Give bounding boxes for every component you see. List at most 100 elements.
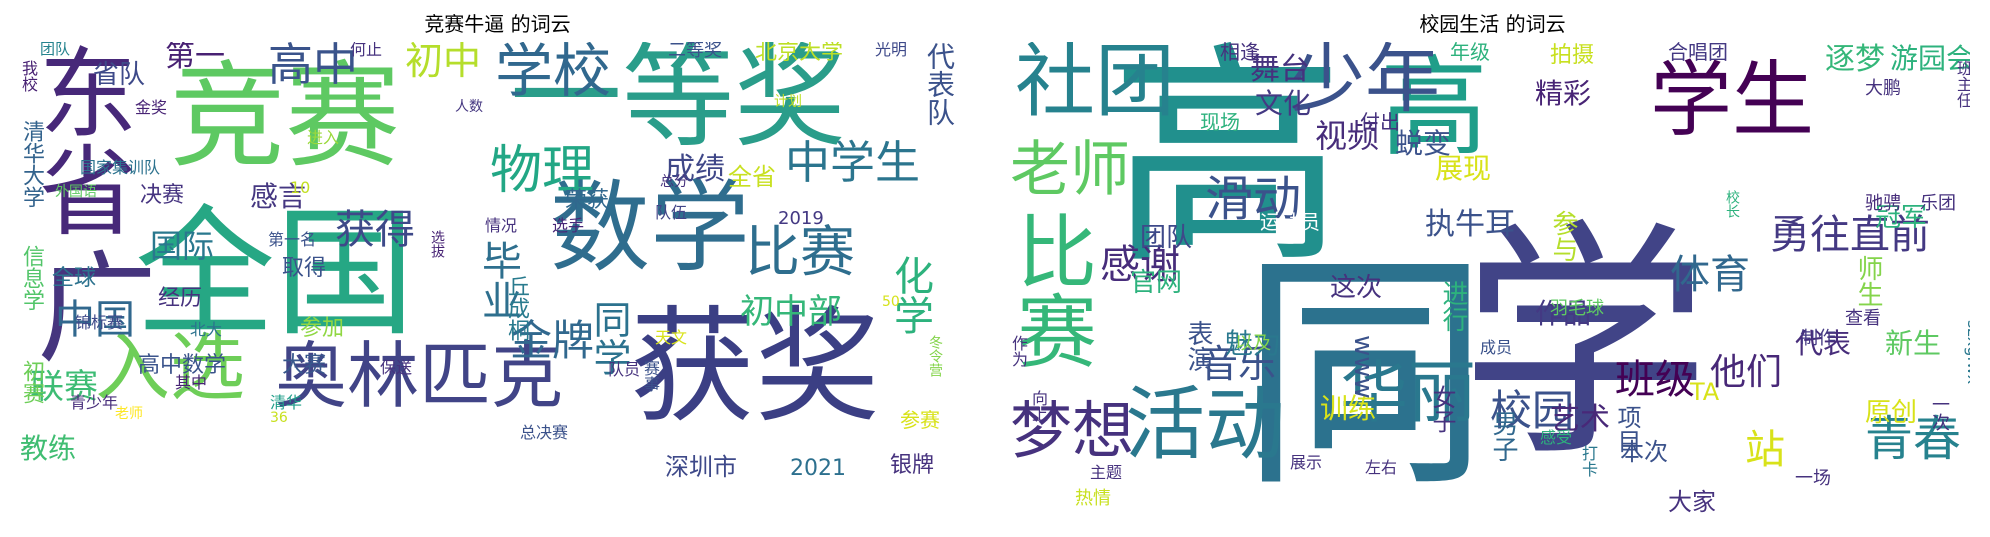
word-cloud-term: 班主任 (1954, 60, 1970, 108)
word-cloud-term: 物理 (490, 141, 595, 201)
word-cloud-term: 光明 (875, 42, 908, 59)
word-cloud-term: 作品 (1535, 297, 1592, 330)
word-cloud-term: 同 (1240, 229, 1490, 520)
word-cloud-term: 一等奖 (510, 42, 846, 163)
word-cloud-term: 女子 (1428, 385, 1456, 433)
word-cloud-term: 全球 (52, 266, 97, 291)
word-cloud-term: 人数 (455, 99, 483, 115)
word-cloud-term: 联赛 (30, 367, 98, 407)
word-cloud-term: 第一 (165, 42, 225, 74)
word-cloud-term: 老师 (115, 406, 143, 422)
word-cloud-term: 感受 (1540, 428, 1573, 447)
chart-title: 校园生活 的词云 (1419, 12, 1566, 36)
word-cloud-canvas: 高同学学生高社团 少年 比赛 活动 老师 梦想 华丽 滑动 青春 勇往直前站校园 班级 感谢 音乐 体育他… (1005, 42, 1970, 524)
word-cloud-term: 原创 (1865, 398, 1918, 428)
word-cloud-term: 成绩 (665, 152, 725, 187)
word-cloud-term: 参赛 (900, 408, 940, 432)
word-cloud-term: 艺术 (1550, 402, 1610, 437)
word-cloud-term: 高中 (268, 42, 359, 91)
word-cloud-term: 执牛耳 (1425, 207, 1515, 242)
word-cloud-term: 同学 (587, 300, 631, 376)
word-cloud-term: 代表队 (923, 42, 956, 126)
word-cloud-term: 我校 (20, 60, 38, 92)
word-cloud-term: 二等奖 (668, 42, 722, 61)
word-cloud-term: 比赛 (1005, 210, 1097, 370)
word-cloud-term: 何止 (350, 42, 383, 59)
word-cloud-term: 校园 (1490, 386, 1575, 435)
word-cloud-term: 打卡 (1579, 445, 1598, 477)
word-cloud-term: 梦想 (1010, 394, 1135, 467)
word-cloud-term: 感谢 (1100, 242, 1180, 288)
word-cloud-term: 乐团 (1920, 193, 1956, 214)
word-cloud-term: 其中 (175, 373, 208, 392)
word-cloud-term: 学生 (1650, 53, 1815, 148)
word-cloud-term: 大家 (1668, 488, 1716, 516)
word-cloud-term: 校长 (1724, 190, 1740, 218)
word-cloud-term: 选拔 (429, 230, 445, 258)
word-cloud-term: 36 (270, 410, 288, 426)
word-cloud-term: 项目 (1613, 405, 1641, 453)
word-cloud-term: 查看 (1845, 308, 1881, 329)
word-cloud-term: 队伍 (655, 203, 688, 222)
word-cloud-term: 勇往直前 (1770, 212, 1930, 258)
word-cloud-term: 毕业 (475, 240, 521, 320)
word-cloud-term: 训练 (1320, 392, 1377, 425)
word-cloud-term: 代表 (1795, 327, 1852, 360)
word-cloud-canvas: 竞赛 全国 一等奖 数学 获奖 东省广奥林匹克 入选 学校 比赛 物理 中学生 高中 初中 金牌 化学 初中部… (20, 42, 985, 524)
word-cloud-term: 取得 (282, 256, 327, 281)
word-cloud-term: 他们 (1710, 352, 1783, 393)
word-cloud-term: 相逢 (1220, 42, 1260, 64)
word-cloud-term: 班级 (1615, 357, 1695, 403)
word-cloud-term: 大赛 (282, 353, 327, 378)
word-cloud-term: 中国 (55, 297, 135, 343)
word-cloud-term: 官网 (1130, 268, 1183, 298)
word-cloud-term: 2019 (778, 208, 824, 229)
word-cloud-term: 奥林匹克 (275, 334, 564, 418)
word-cloud-term: 社团 (1015, 42, 1175, 128)
word-cloud-term: 华丽 (1340, 354, 1477, 433)
word-cloud-term: 大鹏 (1865, 78, 1901, 99)
word-cloud-term: 东省 (22, 42, 136, 238)
word-cloud-term: 外国语 (55, 184, 97, 200)
word-cloud-term: 10 (290, 178, 311, 197)
word-cloud-term: 本次 (1620, 438, 1668, 466)
word-cloud-term: 省队 (93, 60, 146, 90)
word-cloud-term: 计划 (774, 94, 802, 110)
word-cloud-term: 中学生 (785, 136, 921, 189)
word-cloud-term: 参与 (1548, 210, 1578, 262)
word-cloud-term: 第一名 (268, 230, 317, 249)
word-cloud-term: 进入 (307, 128, 340, 147)
word-cloud-term: 冬令营 (927, 335, 943, 377)
word-cloud-term: 化学 (887, 255, 933, 335)
word-cloud-term: 作为 (1009, 335, 1028, 367)
word-cloud-term: 游园会 (1890, 42, 1970, 75)
word-cloud-term: 主题 (1090, 463, 1123, 482)
word-cloud-term: 左右 (1365, 458, 1398, 477)
word-cloud-term: 老师 (1010, 135, 1130, 205)
word-cloud-term: 高中数学 (138, 353, 227, 378)
word-cloud-term: 活动 (1125, 378, 1285, 471)
word-cloud-term: 滑动 (1205, 171, 1302, 227)
word-cloud-term: 保送 (380, 358, 413, 377)
word-cloud-term: 竞赛 (170, 50, 401, 184)
word-cloud-term: 决赛 (140, 183, 185, 208)
word-cloud-term: 赛事 (641, 360, 660, 392)
word-cloud-term: 成员 (1480, 338, 1513, 357)
word-cloud-term: 初中 (405, 42, 482, 83)
word-cloud-term: 以及 (1235, 333, 1271, 354)
word-cloud-term: 深圳市 (665, 453, 737, 481)
word-cloud-term: 初赛 (20, 360, 44, 404)
word-cloud-term: 逐梦 (1825, 42, 1885, 77)
word-cloud-term: 文化 (1255, 87, 1312, 120)
word-cloud-term: 信息学 (20, 245, 44, 311)
word-cloud-term: TA (1690, 378, 1720, 406)
word-cloud-term: 冠军 (1875, 203, 1928, 233)
word-cloud-term: 全省 (728, 163, 776, 191)
word-cloud-term: 总分 (660, 174, 688, 190)
word-cloud-term: 金奖 (135, 98, 168, 117)
word-cloud-term: 站 (1745, 427, 1785, 473)
word-cloud-term: 经历 (158, 286, 203, 311)
word-cloud-term: 热情 (1075, 488, 1111, 509)
word-cloud-term: 少年 (1290, 42, 1441, 123)
word-cloud-term: 选手 (552, 216, 585, 235)
